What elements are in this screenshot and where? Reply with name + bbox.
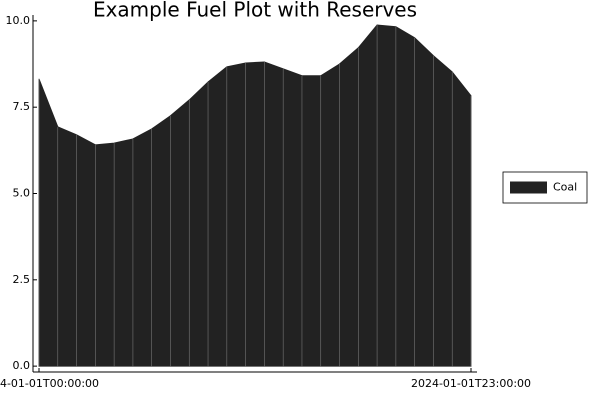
legend-swatch xyxy=(510,181,547,194)
area xyxy=(38,24,472,367)
x-tick-label: 2024-01-01T23:00:00 xyxy=(411,377,531,390)
x-tick-label: 2024-01-01T00:00:00 xyxy=(0,377,99,390)
y-tick-label: 7.5 xyxy=(13,100,31,113)
legend-label: Coal xyxy=(553,181,577,194)
chart-title: Example Fuel Plot with Reserves xyxy=(93,0,417,22)
y-tick-label: 2.5 xyxy=(13,273,31,286)
y-tick-label: 5.0 xyxy=(13,187,31,200)
y-tick-label: 0.0 xyxy=(13,359,31,372)
y-tick-label: 10.0 xyxy=(6,14,31,27)
